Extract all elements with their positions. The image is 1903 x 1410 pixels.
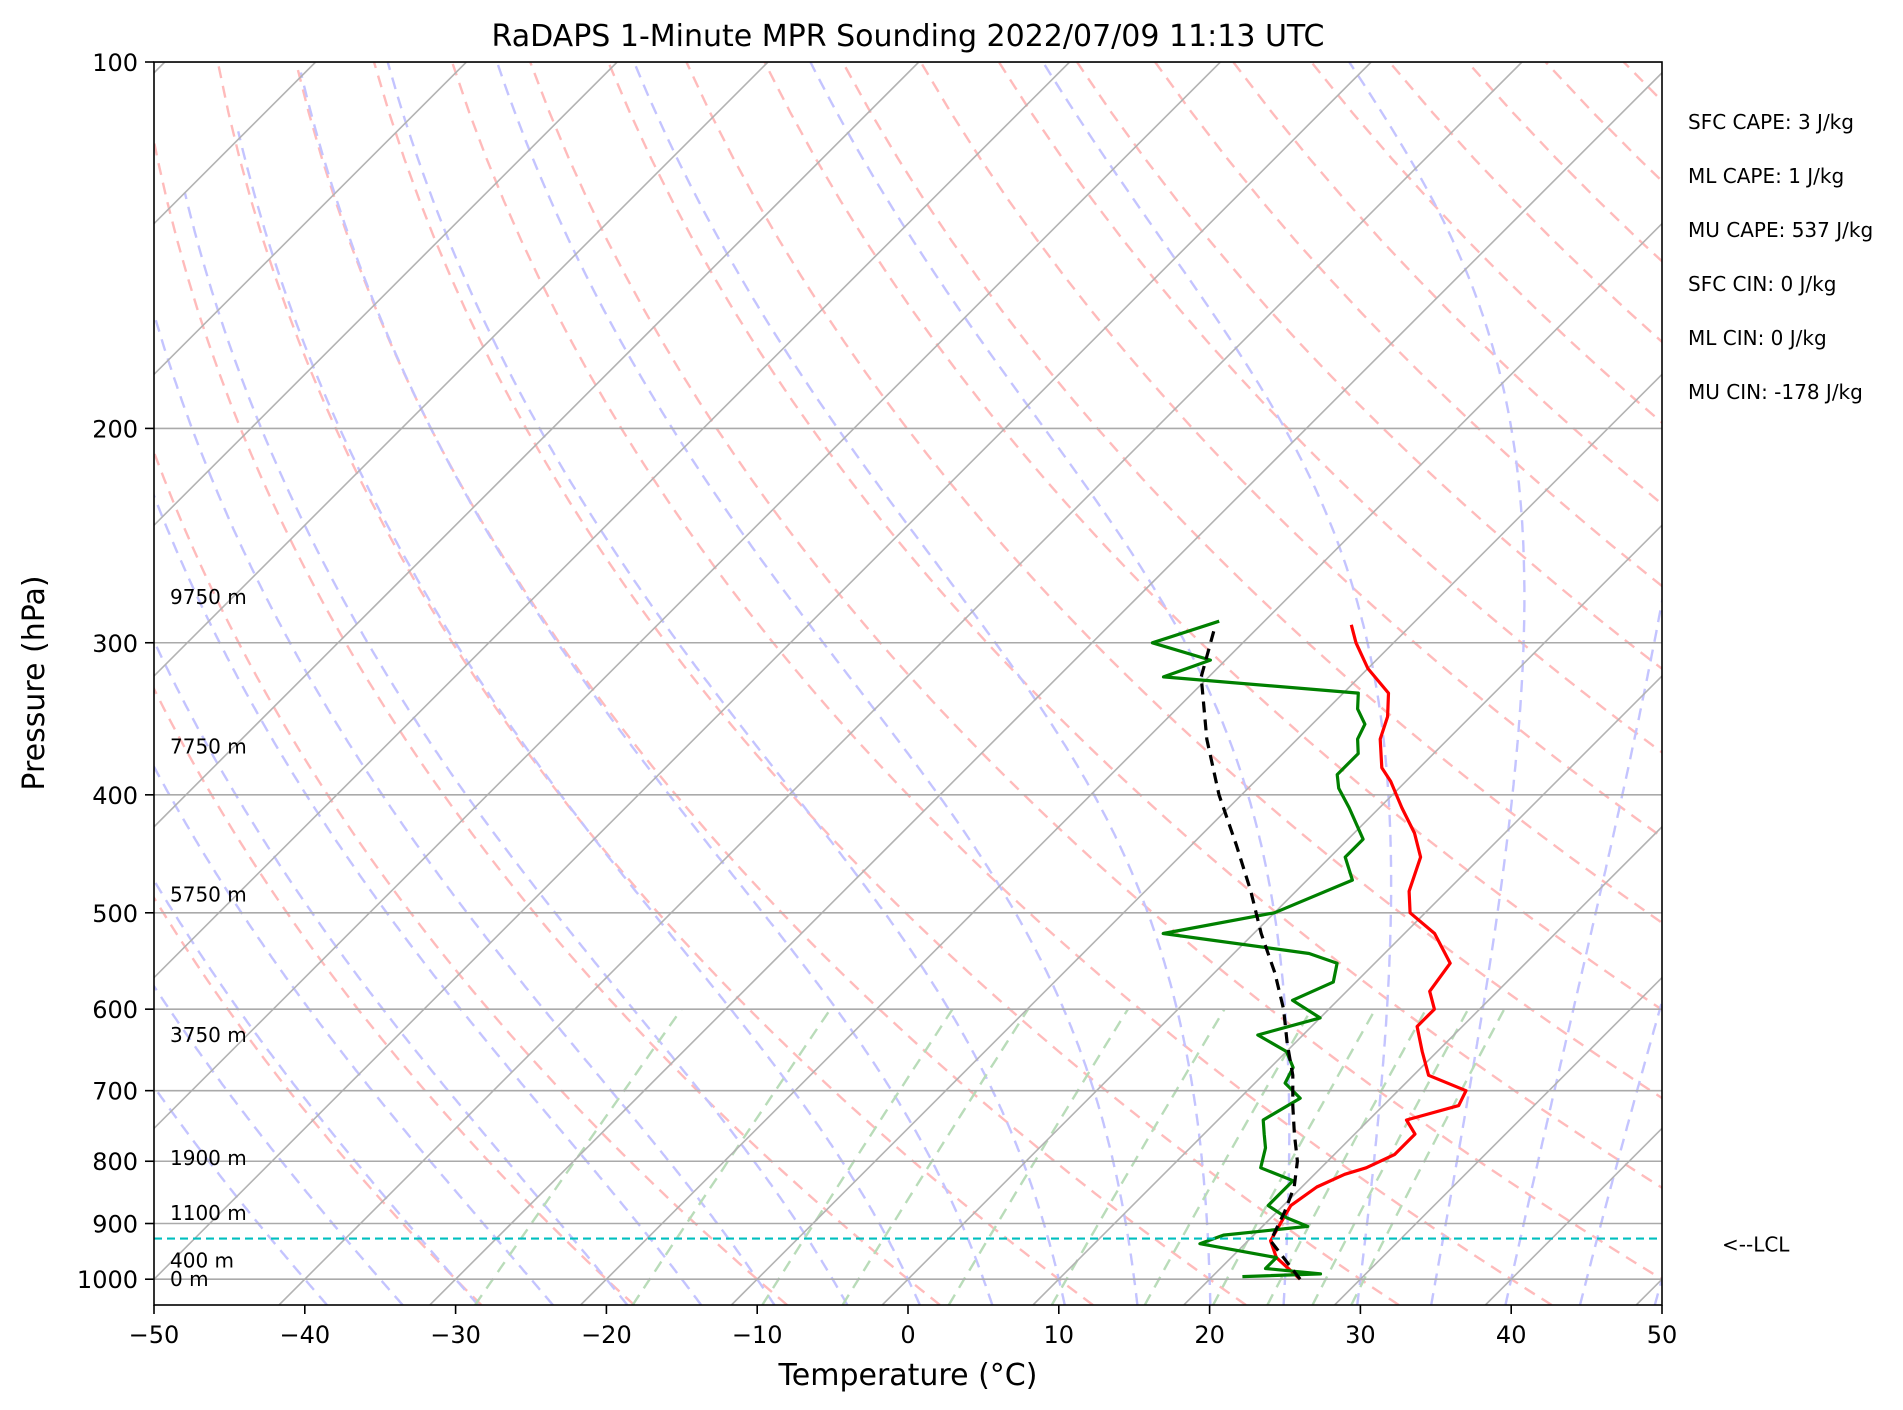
x-tick-label: −30 <box>430 1321 481 1349</box>
x-axis-label: Temperature (°C) <box>778 1358 1038 1393</box>
stat-annotation: ML CAPE: 1 J/kg <box>1688 164 1844 188</box>
y-tick-label: 400 <box>92 782 138 810</box>
x-tick-label: 0 <box>900 1321 915 1349</box>
y-tick-label: 500 <box>92 900 138 928</box>
height-label: 1100 m <box>170 1201 247 1225</box>
height-label: 3750 m <box>170 1023 247 1047</box>
y-tick-label: 1000 <box>77 1266 138 1294</box>
lcl-label: <--LCL <box>1722 1233 1790 1257</box>
height-label: 9750 m <box>170 585 247 609</box>
height-label: 1900 m <box>170 1146 247 1170</box>
x-tick-label: −50 <box>129 1321 180 1349</box>
height-label: 0 m <box>170 1267 209 1291</box>
x-tick-label: 10 <box>1044 1321 1075 1349</box>
x-tick-label: 40 <box>1496 1321 1527 1349</box>
x-tick-label: −20 <box>581 1321 632 1349</box>
stat-annotation: ML CIN: 0 J/kg <box>1688 326 1827 350</box>
x-tick-label: 50 <box>1647 1321 1678 1349</box>
x-tick-label: 30 <box>1345 1321 1376 1349</box>
y-tick-label: 700 <box>92 1078 138 1106</box>
stat-annotation: SFC CIN: 0 J/kg <box>1688 272 1836 296</box>
y-tick-label: 800 <box>92 1148 138 1176</box>
y-tick-label: 100 <box>92 49 138 77</box>
y-tick-label: 900 <box>92 1211 138 1239</box>
y-tick-label: 200 <box>92 415 138 443</box>
y-tick-label: 300 <box>92 630 138 658</box>
x-tick-label: −40 <box>279 1321 330 1349</box>
chart-title: RaDAPS 1-Minute MPR Sounding 2022/07/09 … <box>492 19 1325 54</box>
y-axis-label: Pressure (hPa) <box>17 575 52 790</box>
stat-annotation: MU CIN: -178 J/kg <box>1688 380 1863 404</box>
x-tick-label: −10 <box>732 1321 783 1349</box>
x-tick-label: 20 <box>1194 1321 1225 1349</box>
height-label: 7750 m <box>170 734 247 758</box>
height-label: 5750 m <box>170 883 247 907</box>
stat-annotation: MU CAPE: 537 J/kg <box>1688 218 1873 242</box>
stat-annotation: SFC CAPE: 3 J/kg <box>1688 110 1854 134</box>
y-tick-label: 600 <box>92 996 138 1024</box>
